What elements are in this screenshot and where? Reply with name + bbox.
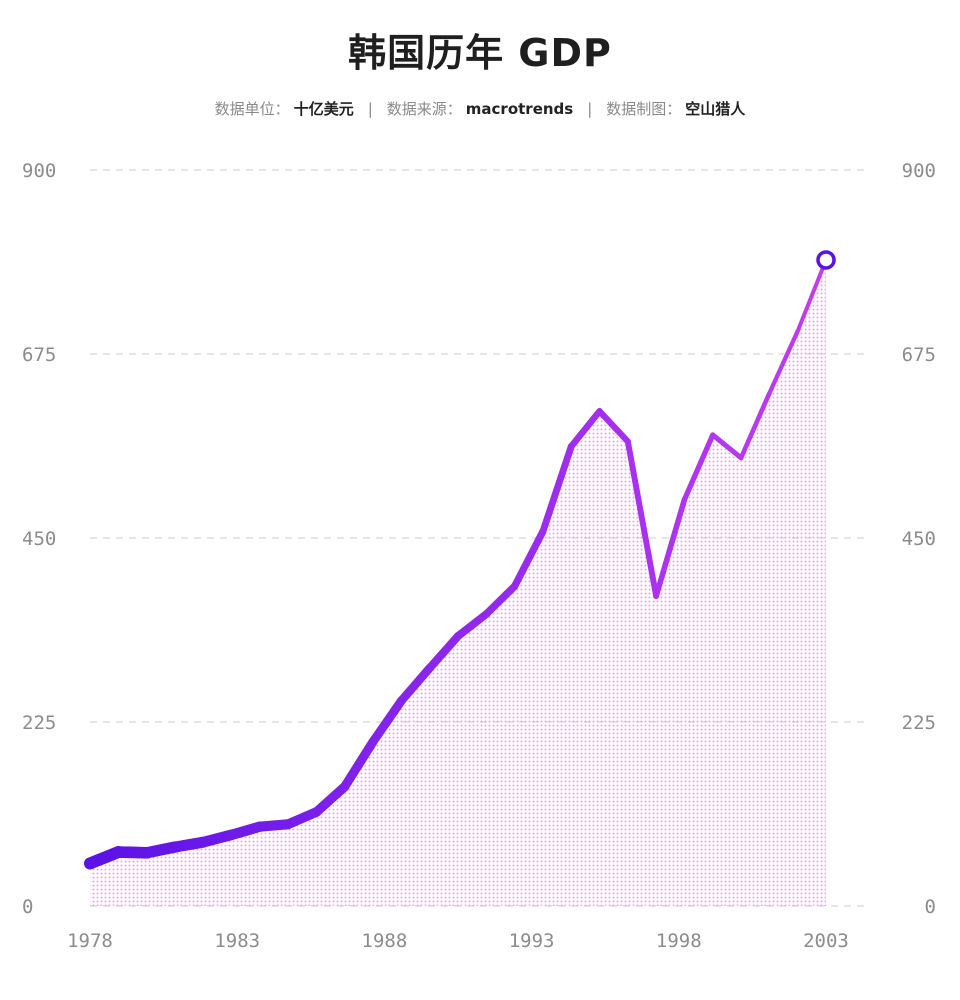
line-segment — [738, 390, 772, 461]
y-tick-label-right: 0 — [925, 896, 936, 918]
line-segment — [311, 781, 350, 817]
x-tick-label: 1993 — [509, 930, 555, 952]
area-fill — [90, 259, 826, 906]
y-tick-label-left: 900 — [22, 160, 56, 182]
line-segment — [624, 438, 660, 600]
line-segment — [596, 408, 631, 445]
source-value: macrotrends — [465, 100, 574, 118]
series-line — [84, 257, 828, 870]
chart-title: 韩国历年 GDP — [348, 31, 612, 75]
x-tick-label: 1978 — [67, 930, 113, 952]
line-segment — [368, 696, 406, 747]
line-segment — [653, 496, 688, 599]
line-segment — [482, 582, 519, 618]
y-tick-label-left: 675 — [22, 344, 56, 366]
line-segment — [454, 610, 491, 641]
line-segment — [710, 432, 744, 461]
y-tick-label-right: 675 — [902, 344, 936, 366]
end-point-marker — [816, 250, 836, 270]
line-segment — [340, 737, 378, 792]
unit-value: 十亿美元 — [293, 100, 354, 118]
x-tick-label: 1988 — [362, 930, 408, 952]
line-segment — [767, 328, 800, 396]
y-tick-label-right: 900 — [902, 160, 936, 182]
line-segment — [681, 432, 716, 503]
y-tick-label-left: 450 — [22, 528, 56, 550]
author-value: 空山猎人 — [685, 100, 746, 118]
area-fill-shape — [90, 259, 826, 906]
line-segment — [425, 632, 463, 673]
x-tick-label: 1998 — [656, 930, 702, 952]
chart-subtitle: 数据单位： 十亿美元 | 数据来源： macrotrends | 数据制图： 空山猎人 — [0, 98, 960, 119]
line-segment — [567, 407, 603, 450]
y-tick-label-left: 225 — [22, 712, 56, 734]
author-label: 数据制图： — [606, 100, 682, 118]
line-segment — [283, 807, 322, 830]
y-tick-label-right: 450 — [902, 528, 936, 550]
x-tick-label: 2003 — [803, 930, 849, 952]
line-segment — [397, 663, 434, 705]
unit-label: 数据单位： — [214, 100, 290, 118]
line-segment — [511, 527, 547, 590]
x-tick-label: 1983 — [214, 930, 260, 952]
axis-labels: 0 0 225 225 450 450 675 675 900 900 1978 1983 1988 19… — [22, 160, 936, 952]
y-tick-label-left: 0 — [22, 896, 33, 918]
line-segment — [795, 257, 828, 334]
separator: | — [367, 100, 373, 118]
source-label: 数据来源： — [386, 100, 462, 118]
separator: | — [587, 100, 593, 118]
y-tick-label-right: 225 — [902, 712, 936, 734]
line-segment — [539, 442, 575, 535]
end-marker — [816, 250, 836, 270]
